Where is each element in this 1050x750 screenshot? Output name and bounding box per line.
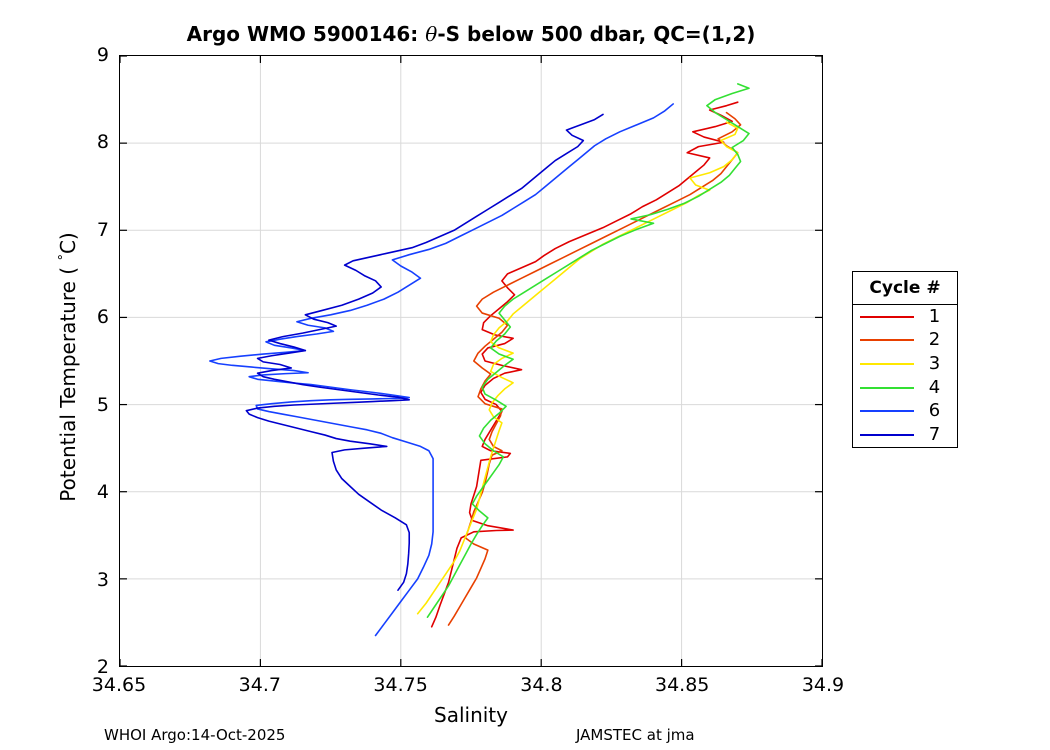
y-axis-label-pre: Potential Temperature ( (56, 260, 80, 502)
legend-item-6[interactable]: 6 (853, 399, 957, 423)
legend-item-4[interactable]: 4 (853, 376, 957, 400)
y-axis-label-post: C) (56, 232, 80, 255)
legend-item-3[interactable]: 3 (853, 352, 957, 376)
legend-item-1[interactable]: 1 (853, 305, 957, 329)
x-tick-label: 34.9 (801, 674, 845, 696)
legend-swatch-4 (860, 386, 914, 389)
page-title: Argo WMO 5900146: θ-S below 500 dbar, QC… (119, 22, 823, 46)
plot-area (119, 55, 823, 667)
legend-label-7: 7 (928, 423, 941, 445)
y-axis-label: Potential Temperature ( °C) (56, 167, 80, 567)
legend-label-6: 6 (928, 400, 941, 422)
x-tick-label: 34.8 (520, 674, 563, 696)
series-line-4 (426, 83, 750, 618)
x-tick-label: 34.75 (373, 674, 428, 696)
theta-symbol: θ (425, 22, 438, 46)
series-line-7 (245, 113, 604, 591)
y-tick-label: 5 (96, 393, 109, 416)
y-tick-label: 8 (96, 131, 109, 154)
legend-swatch-1 (860, 315, 914, 318)
legend-title: Cycle # (853, 272, 957, 305)
title-suffix: -S below 500 dbar, QC=(1,2) (437, 22, 756, 46)
title-prefix: Argo WMO 5900146: (186, 22, 426, 46)
y-tick-label: 9 (96, 44, 109, 66)
data-curves (209, 83, 750, 637)
legend-label-2: 2 (928, 329, 941, 351)
y-tick-label: 6 (96, 306, 109, 329)
footer-credit-left: WHOI Argo:14-Oct-2025 (104, 726, 286, 744)
x-axis-label: Salinity (434, 703, 508, 727)
x-tick-label: 34.7 (238, 674, 281, 696)
legend-swatch-2 (860, 339, 914, 342)
footer-credit-right: JAMSTEC at jma (576, 726, 695, 744)
y-tick-label: 7 (96, 218, 109, 241)
legend-label-3: 3 (928, 352, 941, 374)
x-tick-label: 34.85 (654, 674, 710, 696)
legend-swatch-6 (860, 410, 914, 413)
legend-swatch-7 (860, 433, 914, 436)
series-line-6 (209, 103, 674, 637)
legend-swatch-3 (860, 362, 914, 365)
x-tick-label: 34.65 (91, 674, 147, 696)
legend-label-1: 1 (928, 305, 941, 327)
series-line-3 (416, 121, 739, 615)
legend-item-2[interactable]: 2 (853, 329, 957, 353)
y-tick-label: 4 (96, 481, 109, 504)
y-tick-label: 2 (96, 656, 109, 678)
legend-label-4: 4 (928, 376, 941, 398)
legend-item-7[interactable]: 7 (853, 423, 957, 447)
degree-icon: ° (57, 254, 72, 261)
y-tick-label: 3 (96, 568, 109, 591)
